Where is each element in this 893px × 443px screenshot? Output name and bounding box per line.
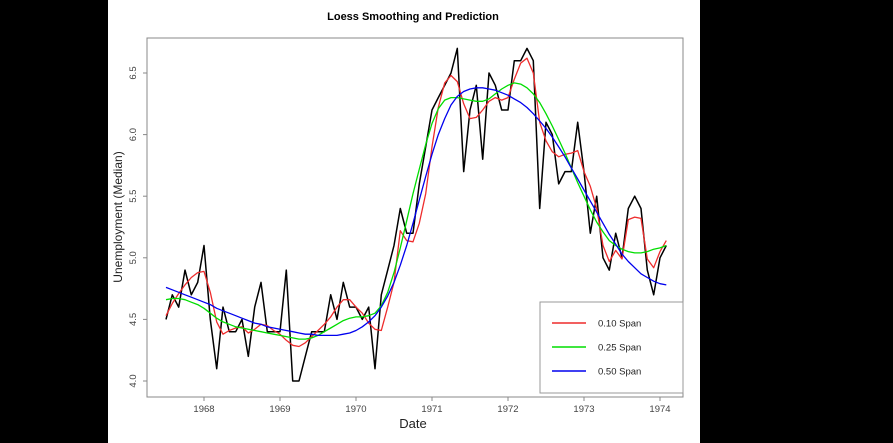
x-axis-tick-label: 1970 [345, 404, 366, 415]
x-axis-tick-label: 1973 [573, 404, 594, 415]
legend-label-0-50-span: 0.50 Span [598, 367, 641, 378]
loess-line-010-span [165, 57, 667, 348]
y-axis-tick-label: 6.0 [128, 128, 139, 141]
chart-title: Loess Smoothing and Prediction [327, 11, 499, 23]
loess-line-050-span [165, 87, 667, 337]
y-axis-tick-label: 4.5 [128, 313, 139, 326]
x-axis-tick-label: 1971 [421, 404, 442, 415]
x-axis-tick-label: 1972 [497, 404, 518, 415]
y-axis-tick-label: 6.5 [128, 66, 139, 79]
x-axis-label: Date [399, 416, 426, 431]
x-axis-tick-label: 1974 [649, 404, 670, 415]
y-axis-label: Unemployment (Median) [111, 151, 125, 282]
loess-line-025-span [165, 82, 667, 340]
y-axis-tick-label: 5.5 [128, 190, 139, 203]
raw-data-line [165, 47, 667, 382]
x-axis-tick-label: 1969 [269, 404, 290, 415]
y-axis-tick-label: 5.0 [128, 251, 139, 264]
legend-label-0-10-span: 0.10 Span [598, 319, 641, 330]
y-axis-tick-label: 4.0 [128, 374, 139, 387]
plot-border [146, 37, 684, 398]
loess-chart: Loess Smoothing and Prediction 1968 1969 1… [111, 11, 684, 431]
legend-label-0-25-span: 0.25 Span [598, 343, 641, 354]
x-axis-tick-label: 1968 [193, 404, 214, 415]
plot-canvas: Loess Smoothing and Prediction 1968 1969 1… [108, 0, 700, 443]
